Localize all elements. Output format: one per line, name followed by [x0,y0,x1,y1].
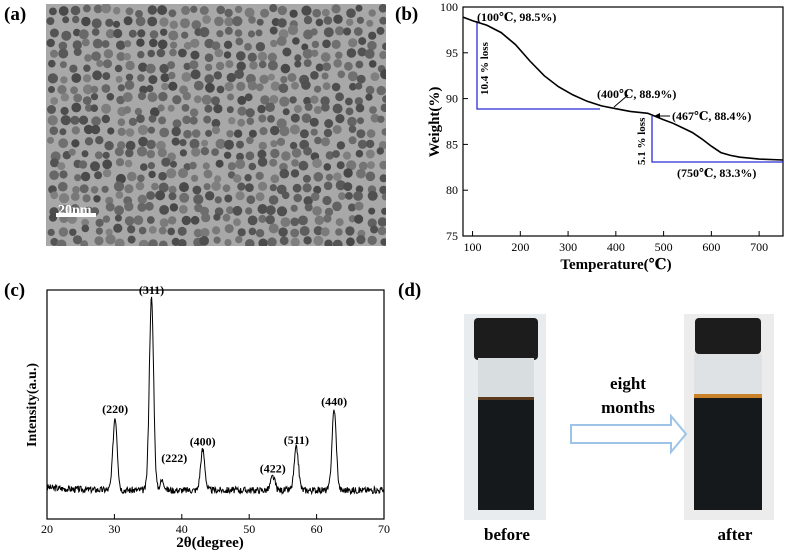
time-arrow [571,416,686,452]
xrd-peak-label: (440) [321,394,347,408]
tga-xlabel: Temperature(℃) [560,257,671,273]
xrd-x-tick-label: 60 [311,522,323,536]
tga-chart: 100 200 300 400 500 600 700 75 80 85 90 95 100 (100℃… [427,0,783,273]
xrd-peak-label: (311) [139,283,164,297]
tga-y-tick-label: 80 [446,183,458,197]
arrow-text-eight: eight [610,374,646,393]
xrd-xlabel: 2θ(degree) [176,535,244,551]
vial-before-liquid [478,398,534,510]
xrd-x-tick-label: 70 [378,522,390,536]
vial-before-cap [474,318,538,360]
xrd-chart: 20 30 40 50 60 70 (220) (311) (222)(400) (422) (5… [25,283,390,551]
tga-y-tick-label: 85 [446,137,458,151]
vial-before-meniscus [478,397,534,400]
tga-y-tick-label: 90 [446,92,458,106]
vial-after-cap [695,318,761,354]
xrd-x-tick-label: 20 [41,522,53,536]
xrd-x-tick-label: 50 [243,522,255,536]
vial-after-meniscus [694,394,762,398]
xrd-peak-labels: (220) (311) (222)(400) (422) (511) (440) [102,283,347,476]
annot-100: (100℃, 98.5%) [477,10,556,24]
tga-ylabel: Weight(%) [427,87,443,158]
xrd-peak-label: (422) [260,462,286,476]
tga-x-tick-label: 100 [464,240,482,254]
tga-x-tick-label: 200 [511,240,529,254]
tga-x-tick-label: 600 [702,240,720,254]
arrow-text-months: months [601,398,655,417]
label-after: after [718,525,753,544]
xrd-peak-label: (220) [102,402,128,416]
xrd-x-tick-label: 30 [108,522,120,536]
loss-label-2: 5.1 % loss [636,117,648,165]
loss-bracket-1 [477,21,600,109]
tga-y-tick-label: 95 [446,46,458,60]
vial-before [464,314,546,520]
xrd-peak-label: (511) [284,433,309,447]
arrowhead-467 [654,113,660,119]
tga-x-tick-label: 500 [655,240,673,254]
vial-after-glass [694,354,762,396]
xrd-peak-label: (400) [190,435,216,449]
xrd-ylabel: Intensity(a.u.) [25,363,40,447]
annot-400: (400℃, 88.9%) [597,87,676,101]
vial-after [684,314,774,520]
annot-750: (750℃, 83.3%) [677,166,756,180]
tga-x-tick-label: 300 [559,240,577,254]
xrd-ticks: 20 30 40 50 60 70 [41,514,390,536]
tga-ticks: 100 200 300 400 500 600 700 75 80 85 90 95 100 [440,0,768,254]
label-before: before [484,525,530,544]
annot-467: (467℃, 88.4%) [672,109,751,123]
loss-label-1: 10.4 % loss [479,41,491,95]
vial-before-glass [478,358,534,400]
tga-y-tick-label: 75 [446,229,458,243]
tga-x-tick-label: 700 [750,240,768,254]
tga-x-tick-label: 400 [607,240,625,254]
xrd-peak-label: (222) [161,451,187,465]
vial-after-liquid [694,396,762,510]
vial-photo: eight months before after [464,314,774,544]
xrd-x-tick-label: 40 [176,522,188,536]
tga-y-tick-label: 100 [440,0,458,14]
